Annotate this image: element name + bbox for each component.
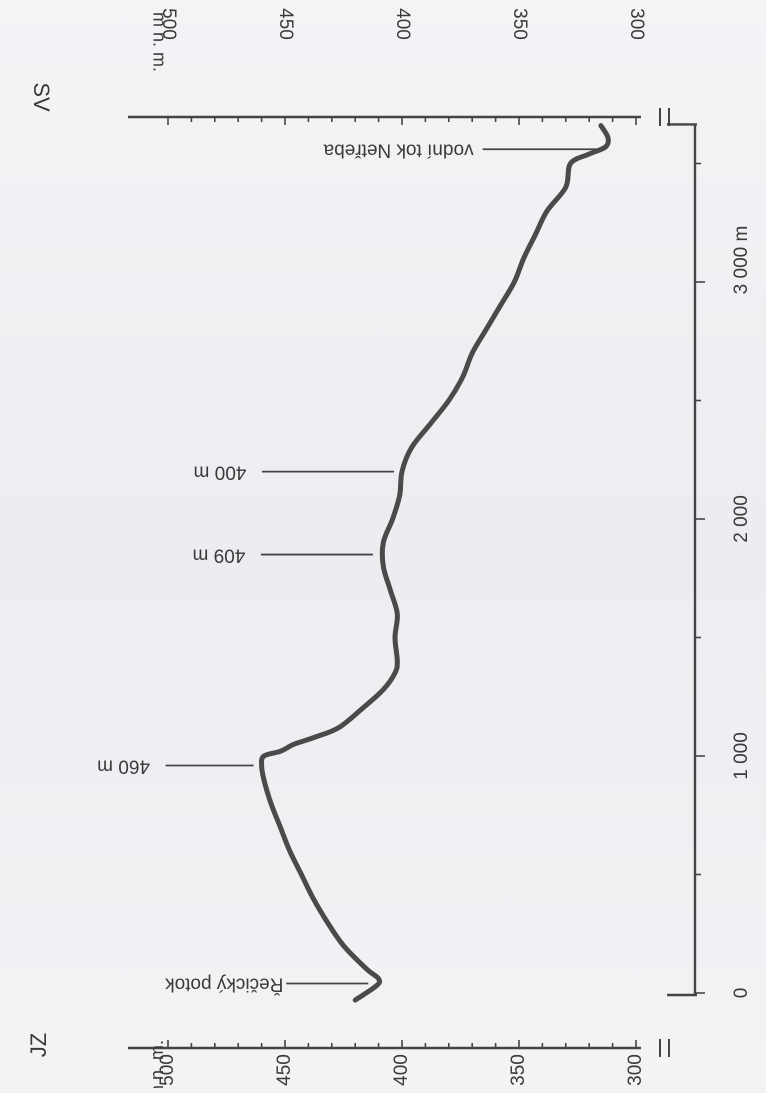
left-axis-tick-label-300: 300 [625, 1054, 646, 1086]
distance-tick-label-0: 0 [731, 988, 752, 999]
distance-tick-label-1000: 1 000 [731, 732, 752, 780]
distance-tick-label-2000: 2 000 [731, 495, 752, 543]
left-axis-tick-label-450: 450 [274, 1054, 295, 1086]
left-axis-tick-label-500: 500 [157, 1054, 178, 1086]
annotation-label-3: 400 m [194, 462, 247, 483]
annotation-label-0: Řečický potok [165, 974, 284, 996]
left-axis-tick-label-400: 400 [391, 1054, 412, 1086]
right-axis-unit-label: m n. m. [149, 12, 169, 72]
right-axis-tick-label-350: 350 [509, 8, 530, 40]
end-label-sv: SV [29, 82, 54, 112]
annotation-label-2: 409 m [193, 545, 246, 566]
left-axis-unit-label: m n. m. [147, 1040, 167, 1088]
left-axis-tick-label-350: 350 [508, 1054, 529, 1086]
right-axis-tick-label-300: 300 [626, 8, 647, 40]
annotation-label-4: vodní tok Netřeba [323, 139, 473, 160]
elevation-profile-line [259, 123, 611, 1003]
end-label-jz: JZ [26, 1033, 51, 1057]
distance-tick-label-3000: 3 000 m [731, 226, 752, 295]
annotation-label-1: 460 m [97, 755, 150, 776]
right-axis-tick-label-400: 400 [392, 8, 413, 40]
right-axis-tick-label-450: 450 [275, 8, 296, 40]
right-axis-tick-label-500: 500 [158, 8, 179, 40]
